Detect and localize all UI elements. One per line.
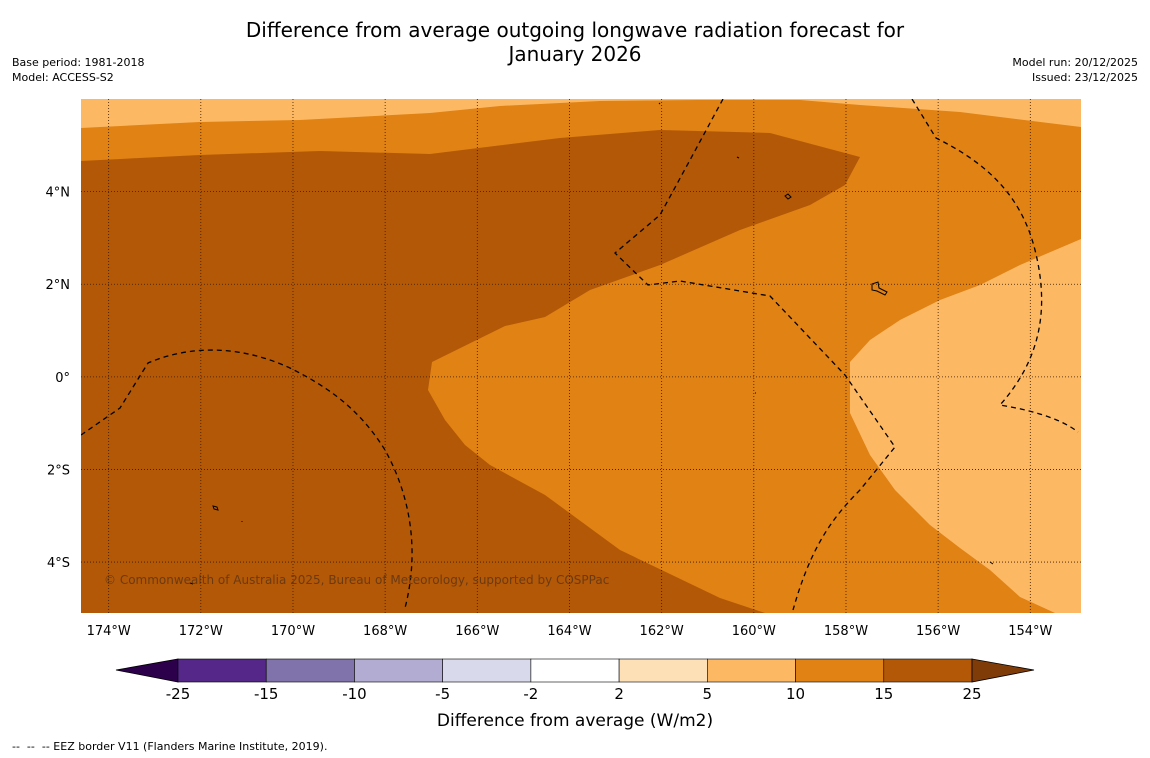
contour-5-10-north (81, 99, 1081, 128)
lon-tick-label: 154°W (1008, 624, 1052, 639)
lon-tick-label: 164°W (547, 624, 591, 639)
lon-tick-label: 156°W (916, 624, 960, 639)
island-5 (658, 102, 661, 105)
eez-border-central (614, 99, 896, 611)
colorbar-tick-label: -10 (342, 685, 367, 703)
issued-date: Issued: 23/12/2025 (1031, 71, 1138, 84)
colorbar-tick-label: 2 (614, 685, 624, 703)
colorbar-segment (795, 658, 885, 683)
island-1 (784, 193, 792, 200)
latitude-tick-labels: 4°N 2°N 0° 2°S 4°S (46, 186, 71, 571)
colorbar-labels: -25 -15 -10 -5 -2 2 5 10 15 25 (166, 685, 982, 703)
colorbar-segments (177, 658, 973, 683)
colorbar-segment (530, 658, 620, 683)
colorbar-under-arrow (115, 658, 179, 683)
eez-border-east (911, 99, 1079, 433)
lon-tick-label: 166°W (455, 624, 499, 639)
model-name: Model: ACCESS-S2 (12, 71, 114, 84)
title-line-1: Difference from average outgoing longwav… (245, 18, 905, 42)
colorbar-segment (265, 658, 355, 683)
colorbar-tick-label: -25 (166, 685, 191, 703)
lon-tick-label: 168°W (363, 624, 407, 639)
lat-tick-label: 4°N (46, 186, 71, 201)
island-2 (871, 281, 888, 296)
base-period: Base period: 1981-2018 (12, 56, 145, 69)
map-plot-area: © Commonwealth of Australia 2025, Bureau… (81, 99, 1081, 613)
island-4 (736, 156, 740, 159)
colorbar-segment (354, 658, 443, 683)
eez-borders (81, 99, 1079, 611)
title-line-2: January 2026 (508, 42, 642, 66)
contour-15-25-region (81, 130, 860, 613)
colorbar-segment (618, 658, 708, 683)
colorbar-segment (883, 658, 973, 683)
longitude-tick-labels: 174°W 172°W 170°W 168°W 166°W 164°W 162°W 160°W… (87, 624, 1053, 639)
colorbar-tick-label: 10 (786, 685, 805, 703)
colorbar-segment (177, 658, 267, 683)
contour-5-10-east (850, 239, 1081, 613)
lat-tick-label: 2°N (46, 278, 71, 293)
eez-footnote: -- -- -- EEZ border V11 (Flanders Marine… (12, 740, 328, 753)
colorbar-tick-label: -15 (254, 685, 279, 703)
lat-tick-label: 0° (55, 371, 70, 386)
eez-border-west (81, 349, 413, 609)
model-run: Model run: 20/12/2025 (1012, 56, 1138, 69)
colorbar-tick-label: -2 (523, 685, 538, 703)
map-title: Difference from average outgoing longwav… (0, 18, 1150, 66)
island-3 (212, 505, 219, 511)
colorbar-title: Difference from average (W/m2) (437, 711, 713, 731)
lat-tick-label: 4°S (47, 556, 70, 571)
copyright-notice: © Commonwealth of Australia 2025, Bureau… (104, 573, 609, 587)
meta-left: Base period: 1981-2018 Model: ACCESS-S2 (12, 55, 144, 85)
lon-tick-label: 174°W (87, 624, 131, 639)
colorbar-tick-label: 5 (703, 685, 713, 703)
colorbar-over-arrow (971, 658, 1035, 683)
islands (189, 102, 994, 585)
lon-tick-label: 160°W (732, 624, 776, 639)
colorbar: -25 -15 -10 -5 -2 2 5 10 15 25 Difference from av… (115, 658, 1035, 731)
colorbar-tick-label: -5 (435, 685, 450, 703)
colorbar-segment (442, 658, 532, 683)
island-7 (189, 582, 194, 585)
lon-tick-label: 172°W (179, 624, 223, 639)
lon-tick-label: 158°W (824, 624, 868, 639)
island-9 (989, 561, 994, 565)
colorbar-segment (707, 658, 796, 683)
lon-tick-label: 170°W (271, 624, 315, 639)
lat-tick-label: 2°S (47, 463, 70, 478)
meta-right: Model run: 20/12/2025 Issued: 23/12/2025 (1012, 55, 1138, 85)
lon-tick-label: 162°W (640, 624, 684, 639)
colorbar-tick-label: 25 (962, 685, 981, 703)
colorbar-tick-label: 15 (874, 685, 893, 703)
